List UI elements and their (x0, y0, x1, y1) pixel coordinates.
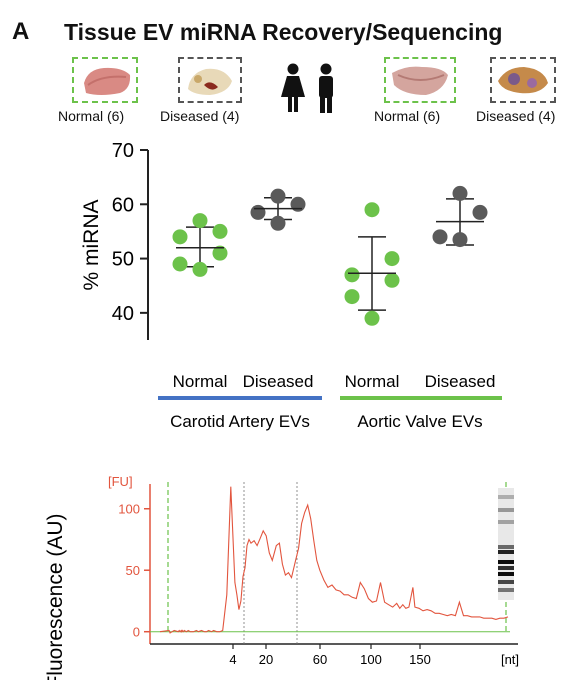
gel-band (498, 550, 514, 554)
scatter-chart: 40 50 60 70 % miRNA Normal Diseased Normal Disea… (80, 140, 502, 431)
sample-caption: Diseased (4) (476, 108, 556, 124)
normal-carotid-tissue-image (72, 57, 138, 103)
data-point (192, 213, 208, 229)
gel-lane-image (498, 488, 514, 600)
x-tick-label: 20 (259, 652, 273, 667)
panel-letter: A (12, 18, 30, 45)
y-tick-label: 100 (118, 502, 140, 517)
normal-aortic-valve-image (384, 57, 456, 103)
data-point (432, 229, 448, 245)
category-label: Carotid Artery EVs (170, 412, 310, 431)
y-tick-label: 0 (133, 625, 140, 640)
tissue-photo (188, 68, 232, 95)
data-point (270, 188, 286, 204)
group-label: Normal (345, 372, 400, 391)
gel-band (498, 520, 514, 524)
y-tick-label: 50 (126, 563, 140, 578)
data-point (270, 215, 286, 231)
y-tick-label: 40 (112, 303, 134, 325)
group-label: Diseased (425, 372, 496, 391)
y-unit-label: [FU] (108, 474, 133, 489)
tissue-photo (392, 66, 448, 95)
data-point (192, 261, 208, 277)
y-tick-label: 50 (112, 249, 134, 271)
group-label: Diseased (243, 372, 314, 391)
gel-band (498, 580, 514, 584)
y-axis-label: Fluorescence (AU) (44, 513, 67, 680)
y-tick-label: 60 (112, 194, 134, 216)
x-tick-label: 60 (313, 652, 327, 667)
data-point (290, 196, 306, 212)
data-point (452, 185, 468, 201)
x-tick-label: 4 (229, 652, 236, 667)
group-label: Normal (173, 372, 228, 391)
x-unit-label: [nt] (501, 652, 519, 667)
sample-caption: Normal (6) (58, 108, 125, 124)
sample-caption: Normal (6) (374, 108, 441, 124)
data-point (344, 267, 360, 283)
data-point (472, 204, 488, 220)
gel-band (498, 495, 514, 499)
tissue-photo (498, 67, 548, 94)
gel-band (498, 560, 514, 564)
data-point (452, 232, 468, 248)
y-tick-label: 70 (112, 140, 134, 162)
data-point (384, 272, 400, 288)
data-point (364, 310, 380, 326)
category-label: Aortic Valve EVs (357, 412, 482, 431)
data-point (250, 204, 266, 220)
data-point (364, 202, 380, 218)
diseased-carotid-tissue-image (178, 57, 242, 103)
fluorescence-trace (159, 486, 509, 634)
x-tick-label: 150 (409, 652, 431, 667)
y-axis-label: % miRNA (80, 199, 103, 290)
data-point (172, 256, 188, 272)
diseased-aortic-valve-image (490, 57, 556, 103)
electropherogram-chart: Fluorescence (AU) [FU] 0 50 100 4 20 60 100 150 [n… (44, 474, 519, 680)
data-point (384, 251, 400, 267)
gel-band (498, 566, 514, 570)
gel-band (498, 508, 514, 512)
gel-band (498, 545, 514, 549)
gel-band (498, 572, 514, 576)
data-point (344, 289, 360, 305)
x-tick-label: 100 (360, 652, 382, 667)
data-point (212, 245, 228, 261)
sample-caption: Diseased (4) (160, 108, 240, 124)
female-and-male-person-icons (281, 63, 333, 113)
data-point (172, 229, 188, 245)
gel-band (498, 588, 514, 592)
figure-title: Tissue EV miRNA Recovery/Sequencing (64, 19, 503, 45)
tissue-photo (84, 67, 131, 95)
data-point (212, 223, 228, 239)
